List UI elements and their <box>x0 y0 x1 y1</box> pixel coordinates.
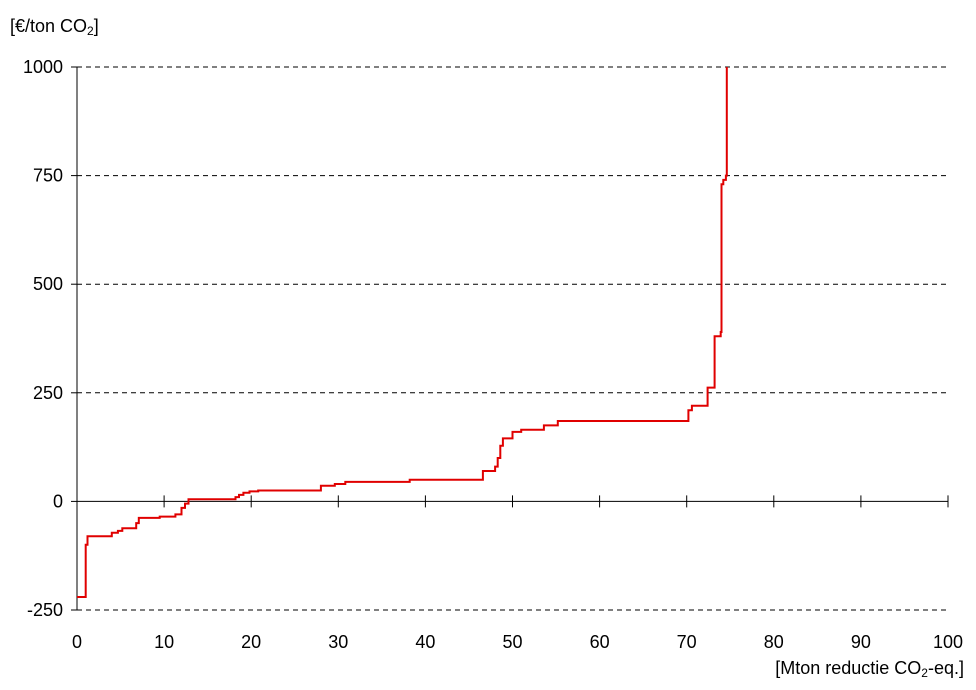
x-tick-label: 10 <box>154 632 174 652</box>
y-tick-label: 0 <box>53 491 63 511</box>
cost-curve-line <box>77 67 728 598</box>
x-tick-label: 100 <box>933 632 963 652</box>
axes <box>71 66 949 611</box>
x-tick-label: 30 <box>328 632 348 652</box>
x-axis-label: [Mton reductie CO2-eq.] <box>775 658 964 680</box>
gridlines <box>77 66 948 611</box>
y-tick-label: 1000 <box>23 57 63 77</box>
y-axis-label: [€/ton CO2] <box>10 16 99 38</box>
y-tick-label: -250 <box>27 600 63 620</box>
tick-labels: -250 0 250 500 750 1000 0 10 20 30 40 50 60 70 80 90 100 <box>23 57 963 652</box>
x-tick-label: 60 <box>590 632 610 652</box>
x-tick-label: 80 <box>764 632 784 652</box>
x-tick-label: 40 <box>415 632 435 652</box>
x-tick-label: 90 <box>851 632 871 652</box>
y-tick-label: 750 <box>33 166 63 186</box>
x-tick-label: 70 <box>677 632 697 652</box>
y-tick-label: 500 <box>33 274 63 294</box>
x-tick-label: 50 <box>502 632 522 652</box>
plot-area <box>77 67 728 598</box>
x-tick-label: 20 <box>241 632 261 652</box>
x-tick-label: 0 <box>72 632 82 652</box>
y-tick-label: 250 <box>33 383 63 403</box>
